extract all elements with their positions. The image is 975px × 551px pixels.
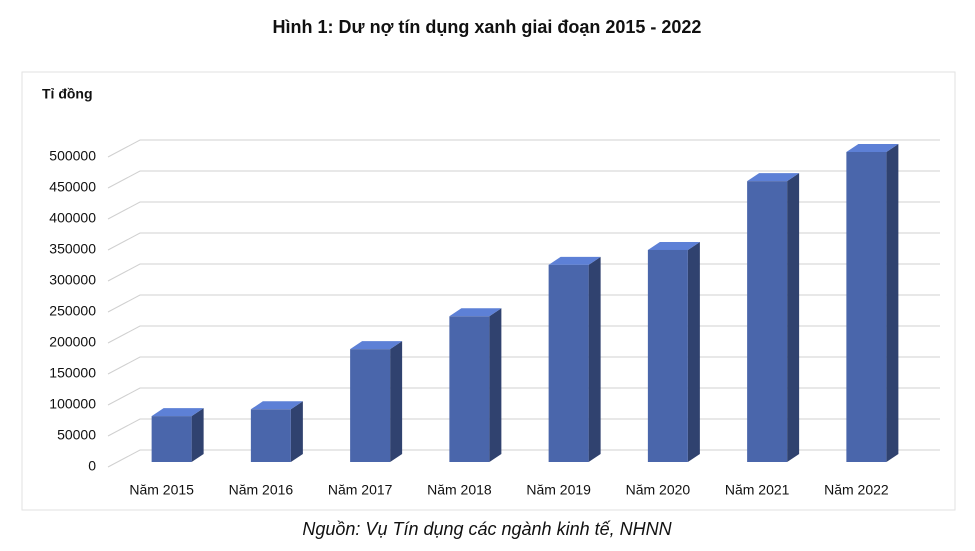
y-tick-label: 300000 [49,272,96,288]
bar-side [687,241,700,462]
y-tick-label: 150000 [49,365,96,381]
bar-top [846,144,899,152]
bar-top [350,341,403,350]
grid-line [107,232,940,251]
bar [846,152,887,462]
x-tick-label: Năm 2019 [526,482,591,498]
bar-side [390,341,403,462]
bar-side [886,144,899,462]
bar-top [449,308,502,317]
y-tick-label: 350000 [49,241,96,257]
x-tick-label: Năm 2022 [824,482,889,498]
bar-side [787,173,800,462]
bar-top [250,401,303,410]
bar-top [647,241,700,250]
y-tick-label: 500000 [49,148,96,164]
bar-side [191,408,204,462]
bar-top [548,256,601,265]
grid-line [107,139,940,158]
bar [548,264,589,462]
grid-line [107,418,940,437]
chart-title: Hình 1: Dư nợ tín dụng xanh giai đoạn 20… [273,17,702,37]
grid-line [107,294,940,313]
bar-side [290,401,303,462]
bar-side [588,256,601,462]
grid-line [107,201,940,220]
y-tick-label: 450000 [49,179,96,195]
chart-frame [21,71,956,511]
x-tick-label: Năm 2018 [427,482,492,498]
bar-top [151,408,204,417]
bar [250,409,291,462]
source-note: Nguồn: Vụ Tín dụng các ngành kinh tế, NH… [302,519,672,539]
y-tick-label: 0 [88,458,96,474]
grid-line [107,325,940,344]
x-tick-label: Năm 2016 [229,482,294,498]
grid-line [107,387,940,406]
bar [747,181,788,462]
bar [151,416,192,462]
bar [449,316,490,462]
y-tick-label: 50000 [57,427,96,443]
bar [350,349,391,462]
grid-line [107,263,940,282]
y-tick-label: 250000 [49,303,96,319]
x-tick-label: Năm 2015 [129,482,194,498]
y-tick-label: 200000 [49,334,96,350]
y-tick-label: 400000 [49,210,96,226]
y-axis-label: Tỉ đồng [42,86,93,102]
bar-top [747,173,800,182]
grid-line [107,170,940,189]
bar [647,249,688,462]
y-tick-label: 100000 [49,396,96,412]
grid-line [107,356,940,375]
bar-side [489,308,502,462]
grid-line [107,449,940,468]
x-tick-label: Năm 2017 [328,482,393,498]
x-tick-label: Năm 2021 [725,482,790,498]
x-tick-label: Năm 2020 [626,482,691,498]
